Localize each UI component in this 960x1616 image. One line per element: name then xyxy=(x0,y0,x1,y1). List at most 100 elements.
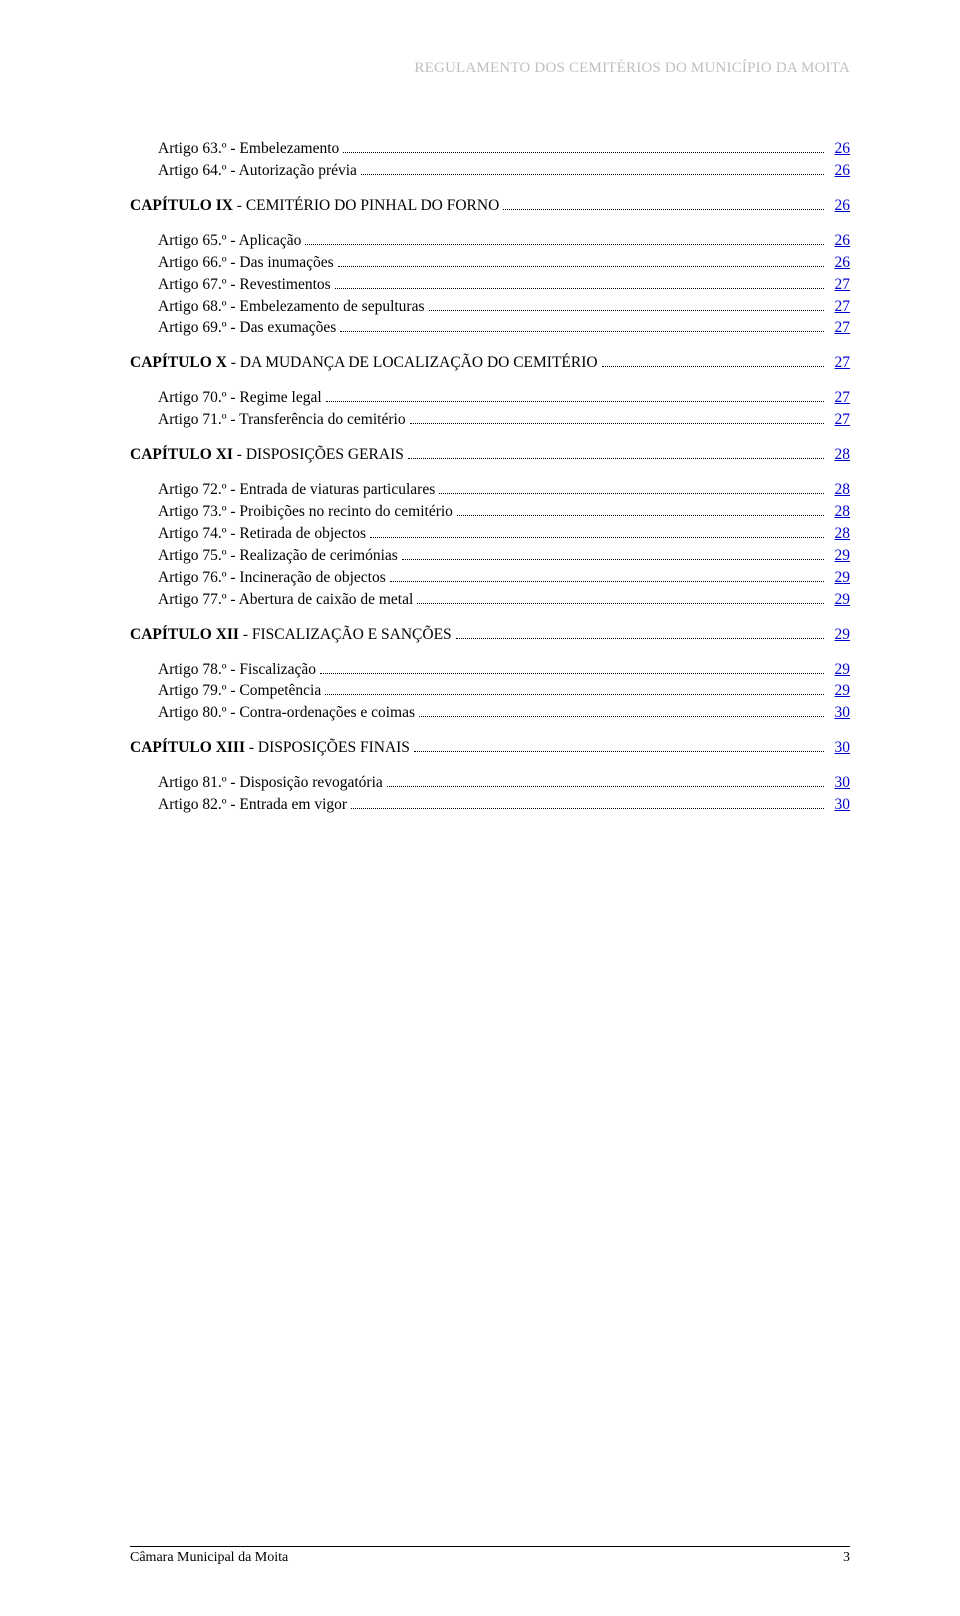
toc-leader xyxy=(370,526,824,538)
toc-page-link[interactable]: 26 xyxy=(828,139,850,160)
toc-article: Artigo 80.º - Contra-ordenações e coimas… xyxy=(158,703,850,724)
toc-article-label: Artigo 64.º - Autorização prévia xyxy=(158,161,357,182)
toc-chapter: CAPÍTULO XII - FISCALIZAÇÃO E SANÇÕES 29 xyxy=(130,625,850,646)
toc-chapter: CAPÍTULO XI - DISPOSIÇÕES GERAIS 28 xyxy=(130,445,850,466)
toc-article: Artigo 82.º - Entrada em vigor 30 xyxy=(158,795,850,816)
toc-article-label: Artigo 70.º - Regime legal xyxy=(158,388,322,409)
toc-article-label: Artigo 67.º - Revestimentos xyxy=(158,275,331,296)
toc-article: Artigo 76.º - Incineração de objectos 29 xyxy=(158,568,850,589)
toc-chapter: CAPÍTULO IX - CEMITÉRIO DO PINHAL DO FOR… xyxy=(130,196,850,217)
toc-page-link[interactable]: 28 xyxy=(828,524,850,545)
toc-page-link[interactable]: 29 xyxy=(828,660,850,681)
running-header: REGULAMENTO DOS CEMITÉRIOS DO MUNICÍPIO … xyxy=(130,60,850,77)
toc-article-label: Artigo 72.º - Entrada de viaturas partic… xyxy=(158,480,435,501)
toc-article-label: Artigo 68.º - Embelezamento de sepultura… xyxy=(158,297,425,318)
toc-leader xyxy=(417,591,824,603)
toc-article-label: Artigo 81.º - Disposição revogatória xyxy=(158,773,383,794)
toc-chapter-label: CAPÍTULO X - DA MUDANÇA DE LOCALIZAÇÃO D… xyxy=(130,353,598,374)
toc-article: Artigo 79.º - Competência 29 xyxy=(158,681,850,702)
table-of-contents: Artigo 63.º - Embelezamento26Artigo 64.º… xyxy=(130,139,850,1516)
toc-leader xyxy=(503,197,824,209)
toc-article: Artigo 66.º - Das inumações 26 xyxy=(158,253,850,274)
toc-page-link[interactable]: 29 xyxy=(828,625,850,646)
toc-article: Artigo 64.º - Autorização prévia 26 xyxy=(158,161,850,182)
toc-page-link[interactable]: 27 xyxy=(828,410,850,431)
toc-page-link[interactable]: 29 xyxy=(828,681,850,702)
toc-article-label: Artigo 82.º - Entrada em vigor xyxy=(158,795,347,816)
page-footer: Câmara Municipal da Moita 3 xyxy=(130,1546,850,1566)
toc-leader xyxy=(456,626,824,638)
toc-leader xyxy=(343,141,824,153)
toc-leader xyxy=(387,775,824,787)
toc-leader xyxy=(410,412,824,424)
toc-leader xyxy=(325,683,824,695)
toc-page-link[interactable]: 28 xyxy=(828,480,850,501)
toc-article-label: Artigo 77.º - Abertura de caixão de meta… xyxy=(158,590,413,611)
toc-leader xyxy=(390,569,824,581)
toc-article-label: Artigo 73.º - Proibições no recinto do c… xyxy=(158,502,453,523)
toc-page-link[interactable]: 27 xyxy=(828,275,850,296)
toc-article: Artigo 81.º - Disposição revogatória 30 xyxy=(158,773,850,794)
toc-page-link[interactable]: 26 xyxy=(828,253,850,274)
toc-article-label: Artigo 80.º - Contra-ordenações e coimas xyxy=(158,703,415,724)
footer-left: Câmara Municipal da Moita xyxy=(130,1550,288,1566)
toc-page-link[interactable]: 30 xyxy=(828,738,850,759)
toc-article-label: Artigo 66.º - Das inumações xyxy=(158,253,334,274)
toc-article: Artigo 70.º - Regime legal 27 xyxy=(158,388,850,409)
toc-article-label: Artigo 69.º - Das exumações xyxy=(158,318,336,339)
toc-page-link[interactable]: 26 xyxy=(828,231,850,252)
toc-leader xyxy=(457,504,824,516)
toc-page-link[interactable]: 29 xyxy=(828,590,850,611)
toc-leader xyxy=(419,705,824,717)
toc-leader xyxy=(402,547,824,559)
toc-page-link[interactable]: 29 xyxy=(828,568,850,589)
footer-page-number: 3 xyxy=(843,1550,850,1566)
toc-chapter-label: CAPÍTULO XIII - DISPOSIÇÕES FINAIS xyxy=(130,738,410,759)
toc-article: Artigo 73.º - Proibições no recinto do c… xyxy=(158,502,850,523)
toc-page-link[interactable]: 27 xyxy=(828,318,850,339)
toc-article-label: Artigo 71.º - Transferência do cemitério xyxy=(158,410,406,431)
toc-article-label: Artigo 75.º - Realização de cerimónias xyxy=(158,546,398,567)
toc-article: Artigo 78.º - Fiscalização29 xyxy=(158,660,850,681)
toc-page-link[interactable]: 30 xyxy=(828,795,850,816)
toc-page-link[interactable]: 29 xyxy=(828,546,850,567)
toc-leader xyxy=(320,661,824,673)
toc-article-label: Artigo 63.º - Embelezamento xyxy=(158,139,339,160)
toc-chapter-label: CAPÍTULO IX - CEMITÉRIO DO PINHAL DO FOR… xyxy=(130,196,499,217)
toc-leader xyxy=(429,298,824,310)
toc-article: Artigo 74.º - Retirada de objectos 28 xyxy=(158,524,850,545)
toc-article: Artigo 63.º - Embelezamento 26 xyxy=(158,139,850,160)
toc-article-label: Artigo 65.º - Aplicação xyxy=(158,231,301,252)
toc-article: Artigo 69.º - Das exumações 27 xyxy=(158,318,850,339)
toc-page-link[interactable]: 30 xyxy=(828,703,850,724)
toc-article-label: Artigo 74.º - Retirada de objectos xyxy=(158,524,366,545)
toc-leader xyxy=(414,740,824,752)
toc-leader xyxy=(351,797,824,809)
toc-chapter-label: CAPÍTULO XI - DISPOSIÇÕES GERAIS xyxy=(130,445,404,466)
toc-article: Artigo 77.º - Abertura de caixão de meta… xyxy=(158,590,850,611)
toc-article: Artigo 72.º - Entrada de viaturas partic… xyxy=(158,480,850,501)
toc-leader xyxy=(338,254,824,266)
toc-article: Artigo 71.º - Transferência do cemitério… xyxy=(158,410,850,431)
toc-article: Artigo 68.º - Embelezamento de sepultura… xyxy=(158,297,850,318)
toc-page-link[interactable]: 30 xyxy=(828,773,850,794)
toc-leader xyxy=(335,276,824,288)
toc-page-link[interactable]: 26 xyxy=(828,196,850,217)
toc-page-link[interactable]: 28 xyxy=(828,502,850,523)
toc-page-link[interactable]: 27 xyxy=(828,353,850,374)
toc-page-link[interactable]: 28 xyxy=(828,445,850,466)
toc-page-link[interactable]: 27 xyxy=(828,297,850,318)
toc-leader xyxy=(602,355,824,367)
toc-article: Artigo 67.º - Revestimentos 27 xyxy=(158,275,850,296)
toc-article-label: Artigo 79.º - Competência xyxy=(158,681,321,702)
toc-leader xyxy=(305,232,824,244)
toc-leader xyxy=(361,163,824,175)
toc-leader xyxy=(340,320,824,332)
toc-chapter: CAPÍTULO XIII - DISPOSIÇÕES FINAIS 30 xyxy=(130,738,850,759)
toc-article-label: Artigo 76.º - Incineração de objectos xyxy=(158,568,386,589)
toc-page-link[interactable]: 26 xyxy=(828,161,850,182)
toc-chapter-label: CAPÍTULO XII - FISCALIZAÇÃO E SANÇÕES xyxy=(130,625,452,646)
toc-leader xyxy=(439,482,824,494)
toc-leader xyxy=(408,447,824,459)
toc-page-link[interactable]: 27 xyxy=(828,388,850,409)
